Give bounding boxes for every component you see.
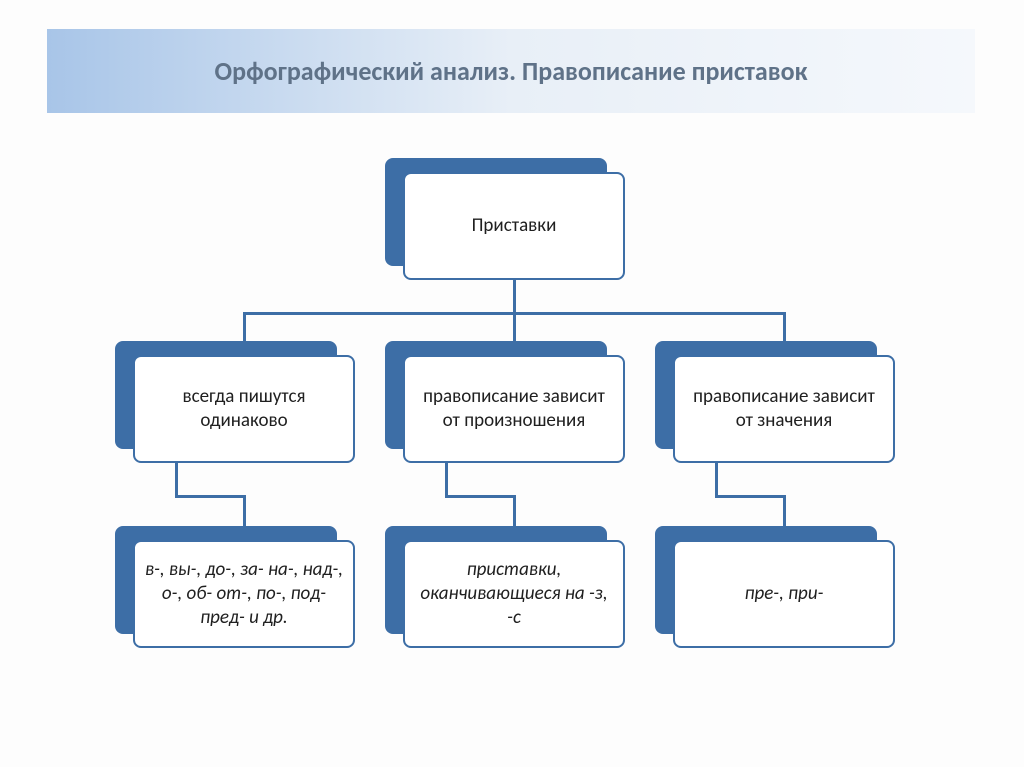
node-label: в-, вы-, до-, за- на-, над-, о-, об- от-… xyxy=(143,558,345,629)
connector xyxy=(445,463,448,495)
node-label: пре-, при- xyxy=(745,582,824,606)
node-label: приставки, оканчивающиеся на -з, -с xyxy=(413,558,615,629)
connector xyxy=(513,495,516,527)
connector xyxy=(715,495,785,498)
node-label: всегда пишутся одинаково xyxy=(143,385,345,433)
connector xyxy=(243,495,246,527)
connector xyxy=(783,495,786,527)
connector xyxy=(513,280,516,312)
connector xyxy=(715,463,718,495)
node-leaf3: пре-, при- xyxy=(655,526,895,648)
node-root: Приставки xyxy=(385,158,625,280)
connector xyxy=(513,312,516,342)
node-label: Приставки xyxy=(472,214,557,238)
connector xyxy=(445,495,515,498)
node-leaf1: в-, вы-, до-, за- на-, над-, о-, об- от-… xyxy=(115,526,355,648)
title-bar: Орфографический анализ. Правописание при… xyxy=(47,29,975,113)
node-leaf2: приставки, оканчивающиеся на -з, -с xyxy=(385,526,625,648)
page-title: Орфографический анализ. Правописание при… xyxy=(215,55,808,87)
connector xyxy=(243,312,246,342)
connector xyxy=(175,463,178,495)
node-label: правописание зависит от значения xyxy=(683,385,885,433)
node-mid1: всегда пишутся одинаково xyxy=(115,341,355,463)
node-mid3: правописание зависит от значения xyxy=(655,341,895,463)
connector xyxy=(175,495,245,498)
connector xyxy=(783,312,786,342)
node-label: правописание зависит от произношения xyxy=(413,385,615,433)
node-mid2: правописание зависит от произношения xyxy=(385,341,625,463)
